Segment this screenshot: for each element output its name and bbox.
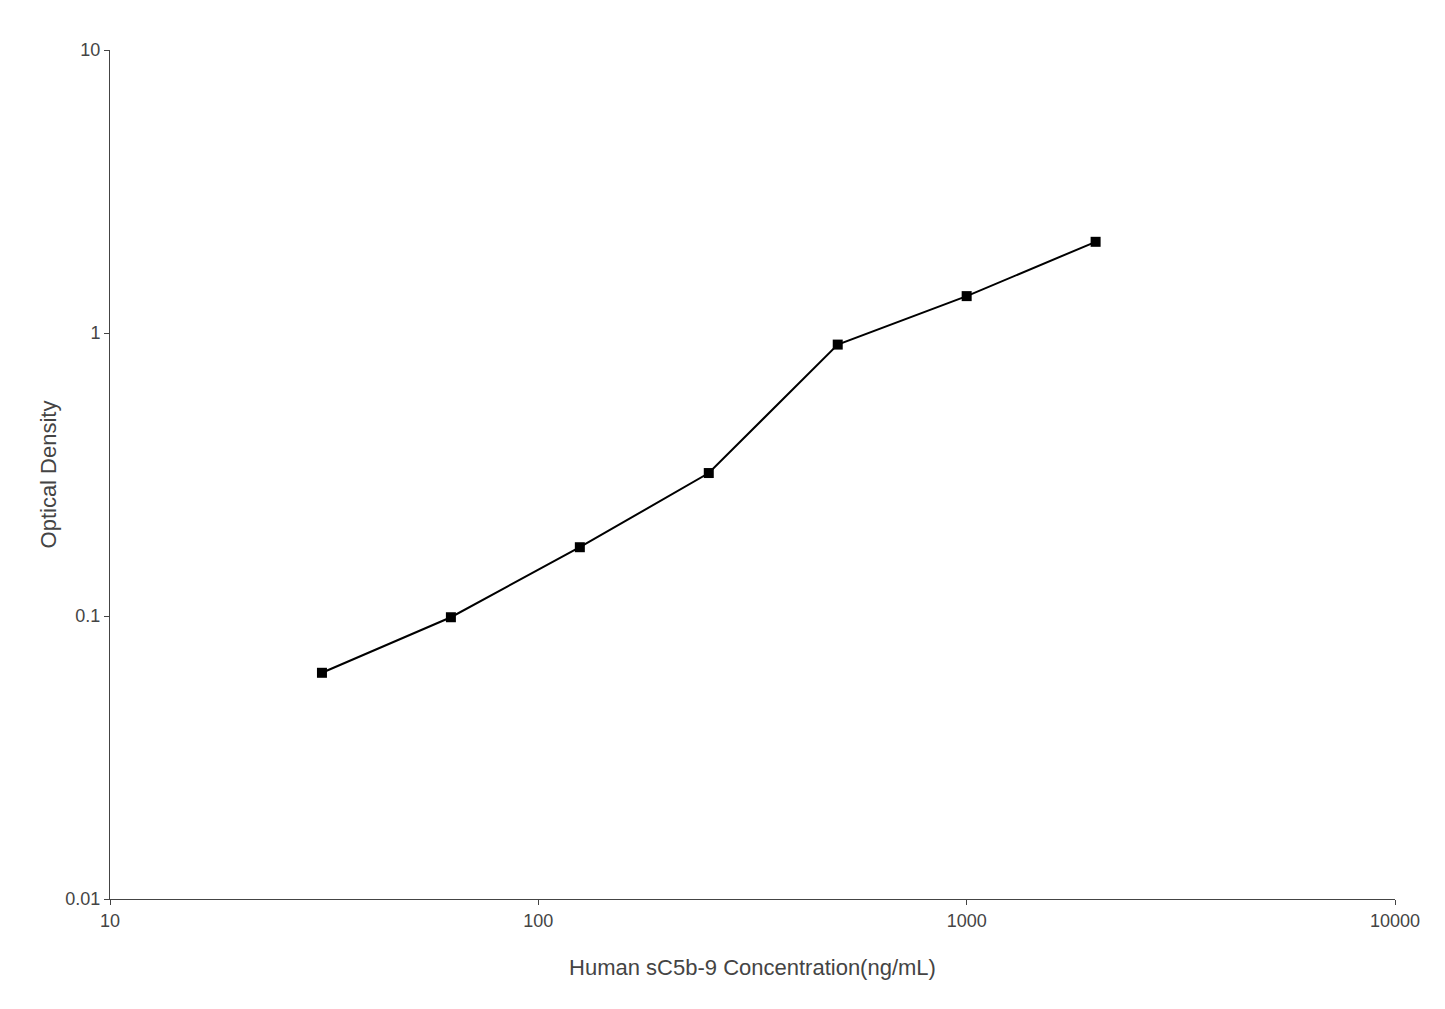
svg-text:10: 10 xyxy=(80,40,100,60)
svg-text:10000: 10000 xyxy=(1370,911,1420,931)
svg-text:10: 10 xyxy=(100,911,120,931)
svg-text:0.1: 0.1 xyxy=(75,606,100,626)
svg-text:Human sC5b-9 Concentration(ng/: Human sC5b-9 Concentration(ng/mL) xyxy=(569,955,936,980)
svg-text:0.01: 0.01 xyxy=(65,889,100,909)
svg-text:100: 100 xyxy=(523,911,553,931)
svg-text:1000: 1000 xyxy=(947,911,987,931)
svg-text:Optical Density: Optical Density xyxy=(36,401,61,549)
svg-text:1: 1 xyxy=(90,323,100,343)
